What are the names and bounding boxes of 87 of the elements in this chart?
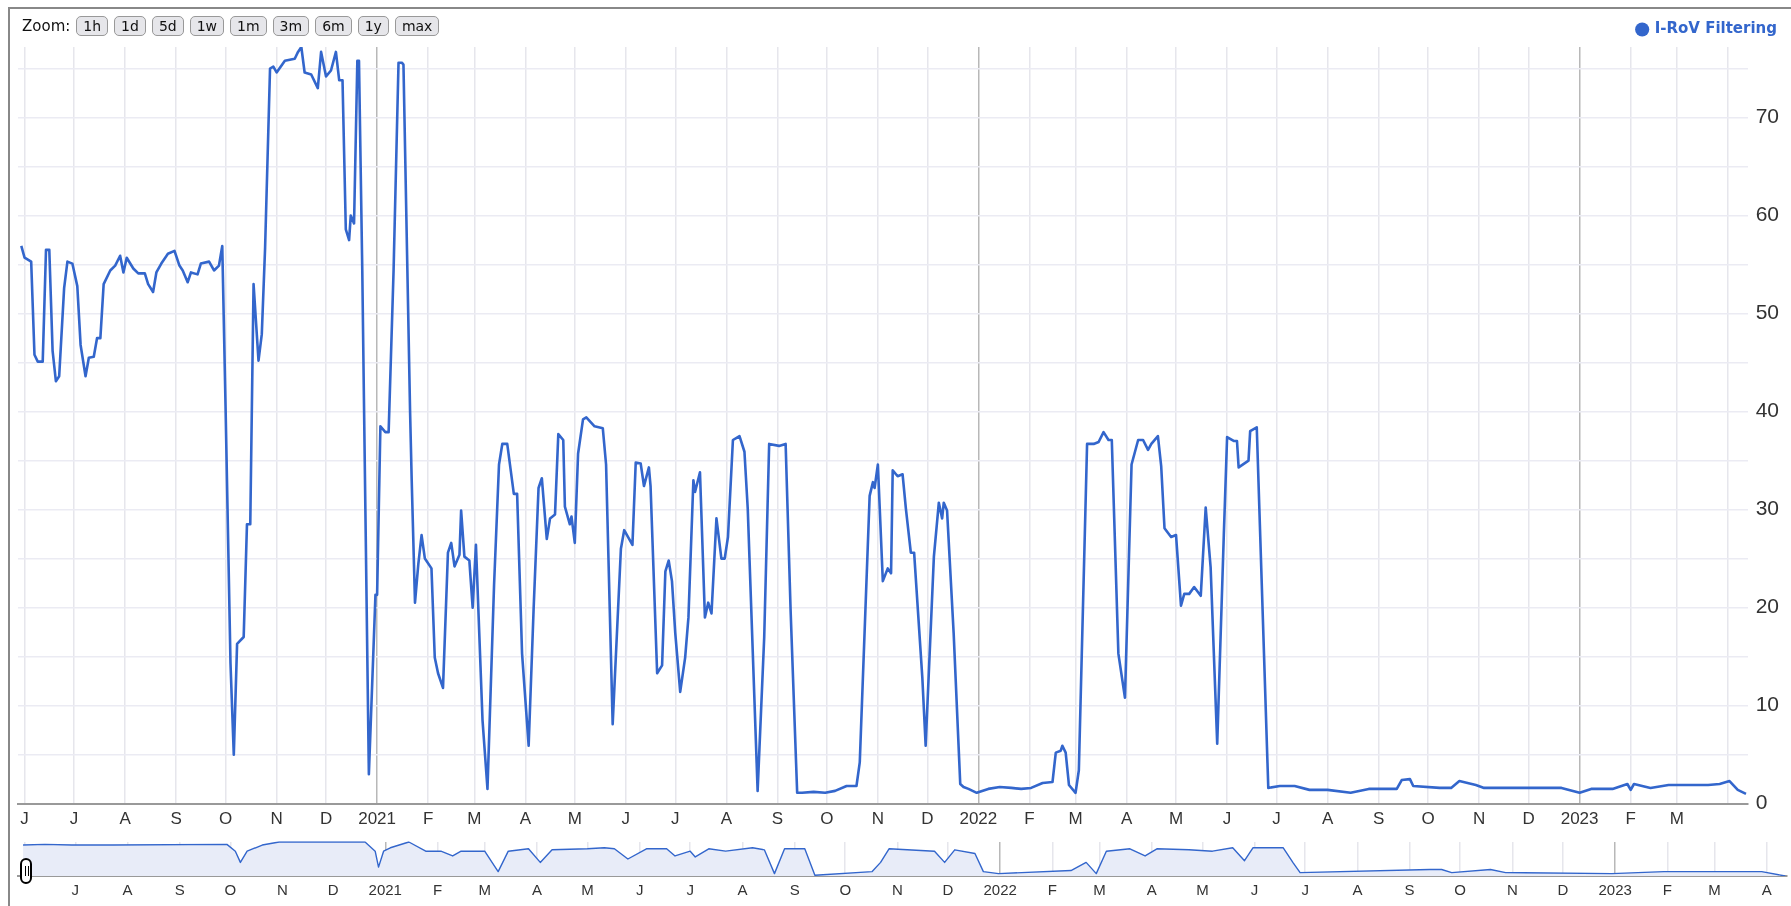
x-tick-label: A	[1321, 809, 1334, 829]
x-tick-label: A	[1120, 809, 1133, 829]
x-tick-label: N	[270, 809, 283, 829]
x-tick-label: 2023	[1560, 809, 1599, 829]
x-tick-label: M	[1168, 809, 1184, 829]
x-tick-label: A	[519, 809, 532, 829]
x-tick-label: J	[1222, 809, 1232, 829]
x-tick-label: J	[1272, 809, 1281, 829]
x-tick-label: A	[122, 881, 133, 899]
x-tick-label: J	[686, 881, 694, 899]
x-tick-label: D	[327, 881, 339, 899]
x-tick-label: F	[432, 881, 443, 899]
x-tick-label: A	[1761, 881, 1772, 899]
x-tick-label: D	[319, 809, 333, 829]
x-tick-label: J	[69, 809, 79, 829]
x-tick-label: A	[737, 881, 748, 899]
x-tick-label: J	[1250, 881, 1259, 899]
y-tick-label: 20	[1755, 594, 1779, 618]
x-tick-label: M	[1093, 881, 1106, 899]
x-tick-label: F	[1047, 881, 1058, 899]
x-tick-label: J	[20, 809, 29, 829]
x-tick-label: S	[170, 809, 182, 829]
x-tick-label: F	[1024, 809, 1035, 829]
legend-label: I-RoV Filtering	[1654, 19, 1778, 38]
x-tick-label: A	[119, 809, 132, 829]
x-tick-label: D	[1522, 809, 1535, 829]
text: 1w	[189, 16, 225, 36]
x-tick-label: M	[467, 809, 482, 829]
x-tick-label: F	[1625, 809, 1636, 829]
x-tick-label: S	[174, 881, 185, 899]
text: 1m	[230, 16, 267, 36]
x-tick-label: J	[635, 881, 644, 899]
x-tick-label: J	[671, 809, 680, 829]
x-tick-label: O	[820, 809, 834, 829]
x-tick-label: M	[1669, 809, 1684, 829]
x-tick-label: O	[839, 881, 852, 899]
text: 1d	[114, 16, 146, 36]
x-tick-label: J	[71, 881, 80, 899]
x-tick-label: A	[531, 881, 542, 899]
text: 1h	[76, 16, 109, 36]
x-tick-label: N	[892, 881, 903, 899]
y-tick-label: 0	[1755, 790, 1768, 814]
text: 6m	[315, 16, 352, 36]
x-tick-label: J	[621, 809, 631, 829]
x-tick-label: S	[1404, 881, 1415, 899]
x-tick-label: 2021	[368, 881, 402, 899]
x-tick-label: A	[1146, 881, 1157, 899]
x-tick-label: N	[1506, 881, 1518, 899]
x-tick-label: O	[1454, 881, 1466, 899]
y-tick-label: 10	[1755, 692, 1779, 716]
y-tick-label: 50	[1755, 300, 1779, 324]
x-tick-label: 2023	[1598, 881, 1632, 899]
y-tick-label: 60	[1755, 202, 1779, 226]
x-tick-label: J	[1301, 881, 1309, 899]
text: 5d	[151, 16, 184, 36]
x-tick-label: S	[771, 809, 784, 829]
text: 3m	[272, 16, 310, 36]
y-tick-label: 40	[1755, 398, 1779, 422]
x-tick-label: D	[1557, 881, 1569, 899]
x-tick-label: O	[1421, 809, 1435, 829]
x-tick-label: O	[218, 809, 233, 829]
text: 1y	[357, 16, 389, 36]
x-tick-label: N	[1472, 809, 1486, 829]
x-tick-label: D	[942, 881, 954, 899]
x-tick-label: F	[422, 809, 434, 829]
x-tick-label: D	[921, 809, 934, 829]
x-tick-label: M	[567, 809, 582, 829]
x-tick-label: M	[1068, 809, 1083, 829]
x-tick-label: M	[478, 881, 491, 899]
x-tick-label: M	[1708, 881, 1721, 899]
x-tick-label: 2022	[959, 809, 998, 829]
x-tick-label: 2022	[983, 881, 1017, 899]
x-tick-label: A	[1352, 881, 1363, 899]
x-tick-label: F	[1662, 881, 1672, 899]
x-tick-label: A	[720, 809, 733, 829]
text: Zoom:	[22, 17, 71, 35]
text: max	[394, 16, 440, 36]
x-tick-label: O	[224, 881, 237, 899]
x-tick-label: M	[1196, 881, 1209, 899]
x-tick-label: S	[1372, 809, 1385, 829]
x-tick-label: N	[277, 881, 288, 899]
y-tick-label: 30	[1755, 496, 1779, 520]
x-tick-label: M	[581, 881, 594, 899]
x-tick-label: S	[789, 881, 800, 899]
y-tick-label: 70	[1755, 104, 1779, 128]
x-tick-label: N	[871, 809, 885, 829]
x-tick-label: 2021	[358, 809, 397, 829]
